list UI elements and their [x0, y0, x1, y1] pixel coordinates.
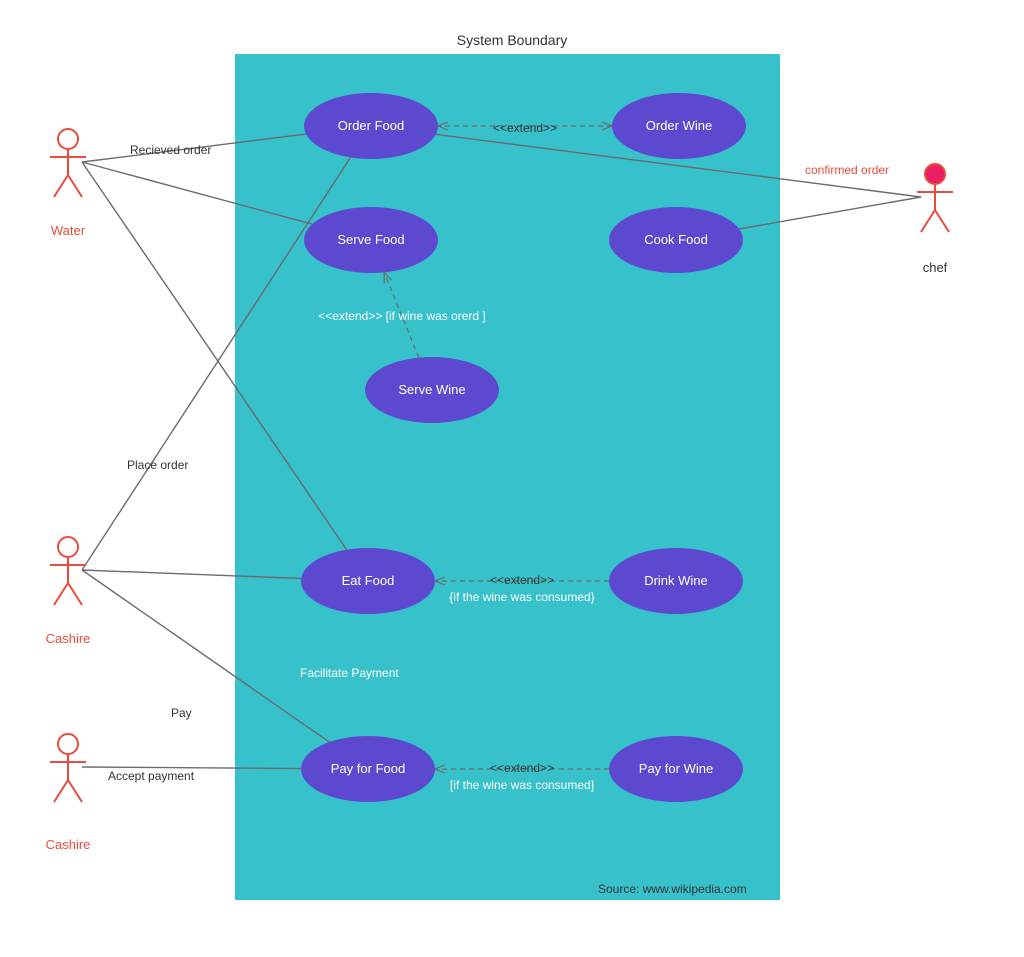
usecase-label: Eat Food	[342, 574, 395, 588]
actor-cashire2	[50, 734, 86, 802]
usecase-label: Order Wine	[646, 119, 712, 133]
actor-label-cashire1: Cashire	[46, 631, 91, 646]
actor-waiter	[50, 129, 86, 197]
usecase-drink-wine: Drink Wine	[609, 548, 743, 614]
association-label: confirmed order	[805, 163, 889, 177]
usecase-label: Serve Wine	[398, 383, 465, 397]
usecase-pay-for-wine: Pay for Wine	[609, 736, 743, 802]
actor-label-cashire2: Cashire	[46, 837, 91, 852]
extend-condition-label: [if the wine was consumed]	[450, 778, 594, 792]
source-citation: Source: www.wikipedia.com	[598, 882, 747, 896]
usecase-label: Pay for Food	[331, 762, 405, 776]
use-case-diagram: System Boundary Order Food Order Wine Serv…	[0, 0, 1024, 957]
usecase-label: Order Food	[338, 119, 404, 133]
usecase-cook-food: Cook Food	[609, 207, 743, 273]
free-label: Facilitate Payment	[300, 666, 399, 680]
usecase-label: Serve Food	[337, 233, 404, 247]
actor-chef	[917, 164, 953, 232]
usecase-serve-wine: Serve Wine	[365, 357, 499, 423]
usecase-order-wine: Order Wine	[612, 93, 746, 159]
association-label: Place order	[127, 458, 188, 472]
association-label: Accept payment	[108, 769, 194, 783]
usecase-label: Pay for Wine	[639, 762, 713, 776]
extend-label: <<extend>> [if wine was orerd ]	[318, 309, 485, 323]
actor-label-chef: chef	[923, 260, 948, 275]
system-boundary-title: System Boundary	[457, 32, 568, 48]
usecase-eat-food: Eat Food	[301, 548, 435, 614]
association-label: Recieved order	[130, 143, 211, 157]
association-label: Pay	[171, 706, 192, 720]
actor-label-waiter: Water	[51, 223, 85, 238]
usecase-serve-food: Serve Food	[304, 207, 438, 273]
extend-label: <<extend>>	[493, 121, 557, 135]
extend-label: <<extend>>	[490, 761, 554, 775]
usecase-pay-for-food: Pay for Food	[301, 736, 435, 802]
usecase-order-food: Order Food	[304, 93, 438, 159]
usecase-label: Cook Food	[644, 233, 708, 247]
extend-condition-label: {if the wine was consumed}	[449, 590, 594, 604]
extend-label: <<extend>>	[490, 573, 554, 587]
actor-cashire1	[50, 537, 86, 605]
usecase-label: Drink Wine	[644, 574, 708, 588]
